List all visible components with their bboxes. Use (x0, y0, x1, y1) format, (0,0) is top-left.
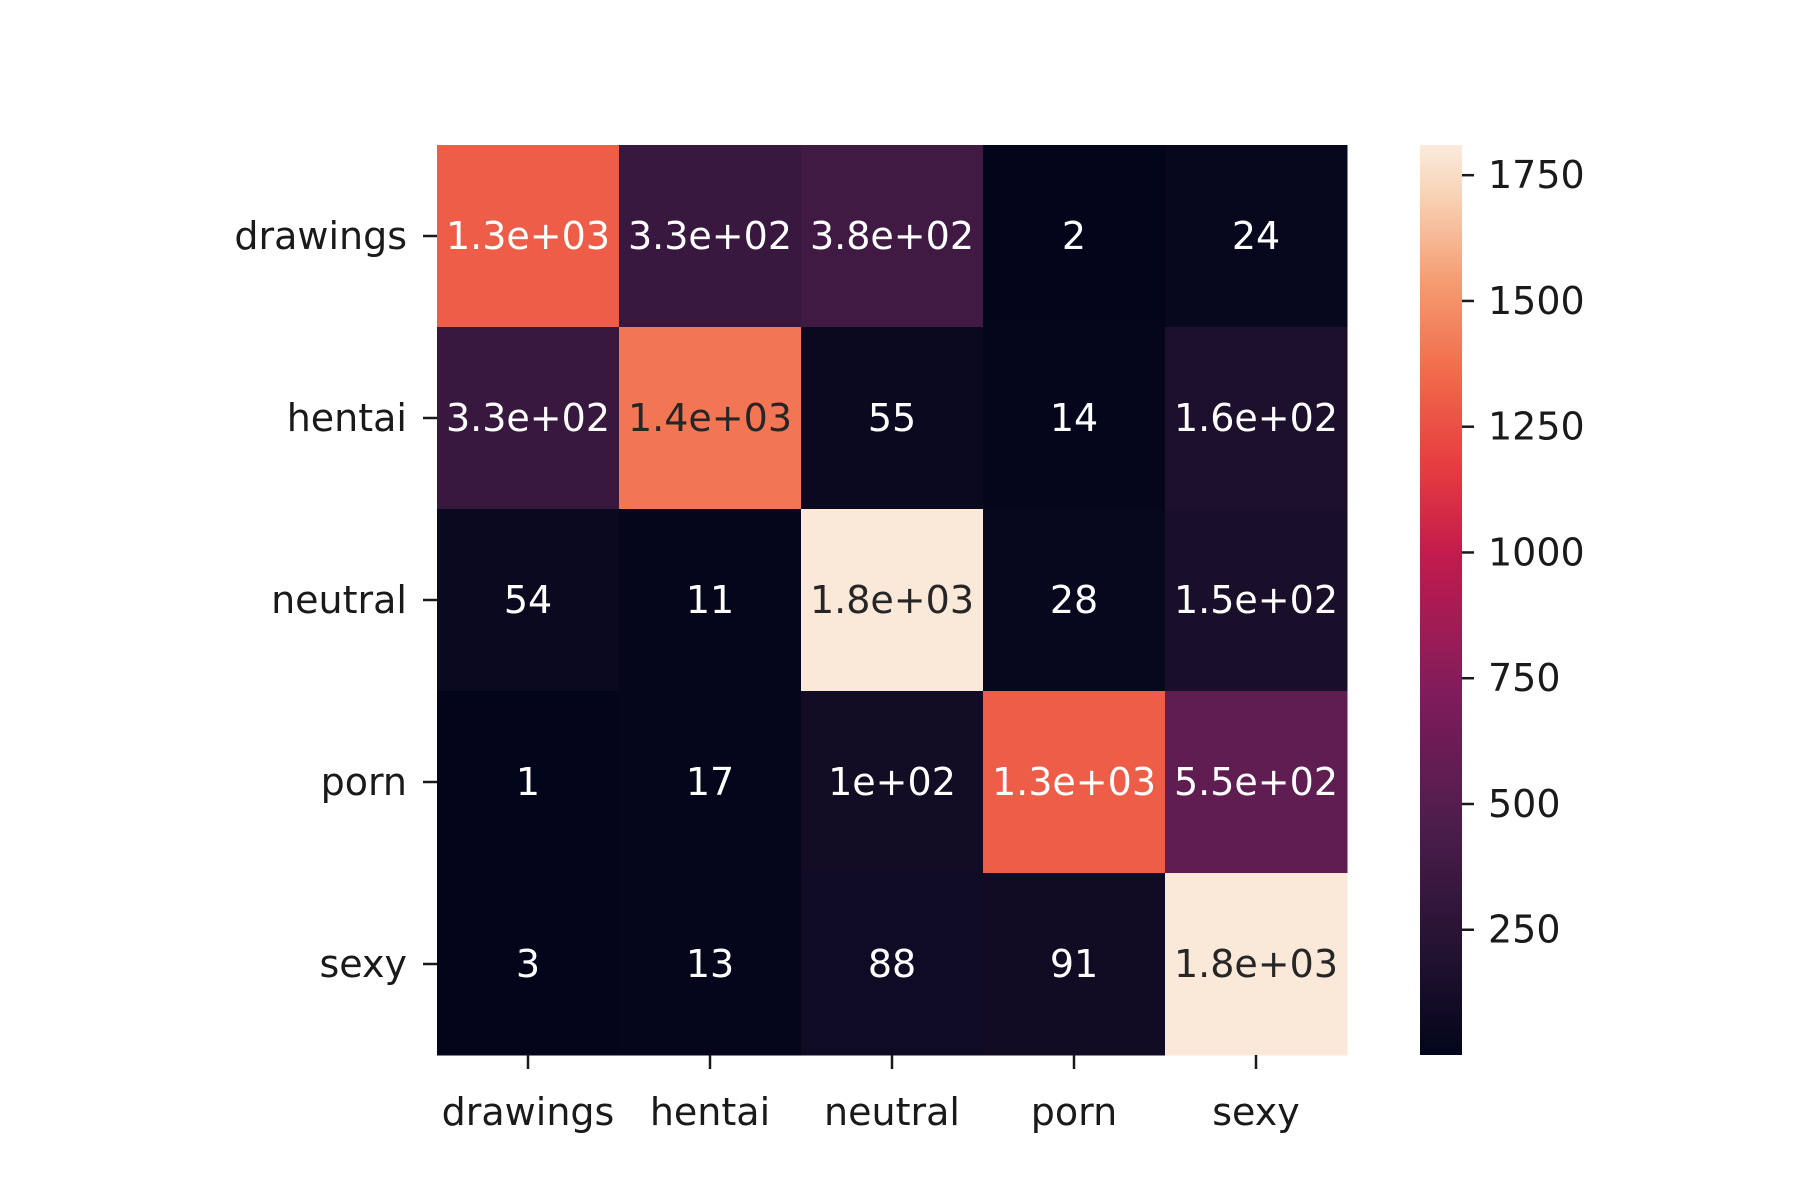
heatmap-cell (801, 327, 984, 510)
heatmap-cell (1165, 509, 1348, 692)
cell-annotations: 1.3e+03 3.3e+02 3.8e+02 2 24 3.3e+02 1.4e+03 55… (446, 214, 1338, 986)
cell-annotation: 1.8e+03 (810, 578, 974, 622)
heatmap-cell (619, 145, 802, 328)
heatmap-cell (437, 509, 620, 692)
cell-annotation: 5.5e+02 (1174, 760, 1338, 804)
heatmap-cell (983, 145, 1166, 328)
cell-annotation: 91 (1050, 942, 1098, 986)
heatmap-cell (983, 327, 1166, 510)
heatmap-cell (1165, 327, 1348, 510)
y-tick-label: drawings (234, 214, 407, 258)
heatmap-cell (983, 873, 1166, 1056)
heatmap-cell (1165, 691, 1348, 874)
y-axis: drawings hentai neutral porn sexy (234, 214, 437, 986)
colorbar-gradient (1420, 145, 1462, 1055)
y-tick-label: sexy (320, 942, 408, 986)
cell-annotation: 13 (686, 942, 734, 986)
cell-annotation: 1.5e+02 (1174, 578, 1338, 622)
heatmap-cells (437, 145, 1348, 1056)
cell-annotation: 14 (1050, 396, 1098, 440)
cell-annotation: 1e+02 (828, 760, 956, 804)
colorbar-tick-label: 250 (1488, 908, 1561, 952)
cell-annotation: 17 (686, 760, 734, 804)
cell-annotation: 1.4e+03 (628, 396, 792, 440)
cell-annotation: 24 (1232, 214, 1280, 258)
cell-annotation: 11 (686, 578, 734, 622)
cell-annotation: 1.3e+03 (992, 760, 1156, 804)
heatmap-cell (801, 691, 984, 874)
heatmap-cell (983, 509, 1166, 692)
heatmap-cell (437, 327, 620, 510)
colorbar-tick-label: 500 (1488, 782, 1561, 826)
x-tick-label: hentai (650, 1090, 770, 1134)
cell-annotation: 2 (1062, 214, 1086, 258)
cell-annotation: 1.8e+03 (1174, 942, 1338, 986)
y-tick-label: hentai (287, 396, 407, 440)
cell-annotation: 3.8e+02 (810, 214, 974, 258)
x-tick-label: sexy (1212, 1090, 1300, 1134)
colorbar-tick-label: 1500 (1488, 279, 1585, 323)
colorbar-tick-label: 1750 (1488, 153, 1585, 197)
heatmap-cell (619, 691, 802, 874)
cell-annotation: 1.6e+02 (1174, 396, 1338, 440)
heatmap-cell (437, 145, 620, 328)
cell-annotation: 3.3e+02 (446, 396, 610, 440)
heatmap-cell (619, 873, 802, 1056)
colorbar: 250 500 750 1000 1250 1500 1750 (1420, 145, 1585, 1055)
heatmap-cell (801, 873, 984, 1056)
colorbar-tick-label: 1250 (1488, 405, 1585, 449)
heatmap-cell (619, 509, 802, 692)
heatmap-cell (437, 873, 620, 1056)
x-axis: drawings hentai neutral porn sexy (442, 1055, 1300, 1134)
cell-annotation: 55 (868, 396, 916, 440)
heatmap-cell (801, 509, 984, 692)
cell-annotation: 1.3e+03 (446, 214, 610, 258)
heatmap-cell (437, 691, 620, 874)
colorbar-tick-label: 750 (1488, 656, 1561, 700)
x-tick-label: neutral (824, 1090, 960, 1134)
heatmap-cell (983, 691, 1166, 874)
heatmap-cell (619, 327, 802, 510)
cell-annotation: 28 (1050, 578, 1098, 622)
heatmap-cell (1165, 873, 1348, 1056)
cell-annotation: 1 (516, 760, 540, 804)
cell-annotation: 88 (868, 942, 916, 986)
y-tick-label: neutral (271, 578, 407, 622)
x-tick-label: porn (1031, 1090, 1117, 1134)
heatmap-cell (801, 145, 984, 328)
colorbar-tick-label: 1000 (1488, 530, 1585, 574)
heatmap-cell (1165, 145, 1348, 328)
cell-annotation: 3.3e+02 (628, 214, 792, 258)
cell-annotation: 54 (504, 578, 552, 622)
y-tick-label: porn (321, 760, 407, 804)
cell-annotation: 3 (516, 942, 540, 986)
x-tick-label: drawings (442, 1090, 615, 1134)
